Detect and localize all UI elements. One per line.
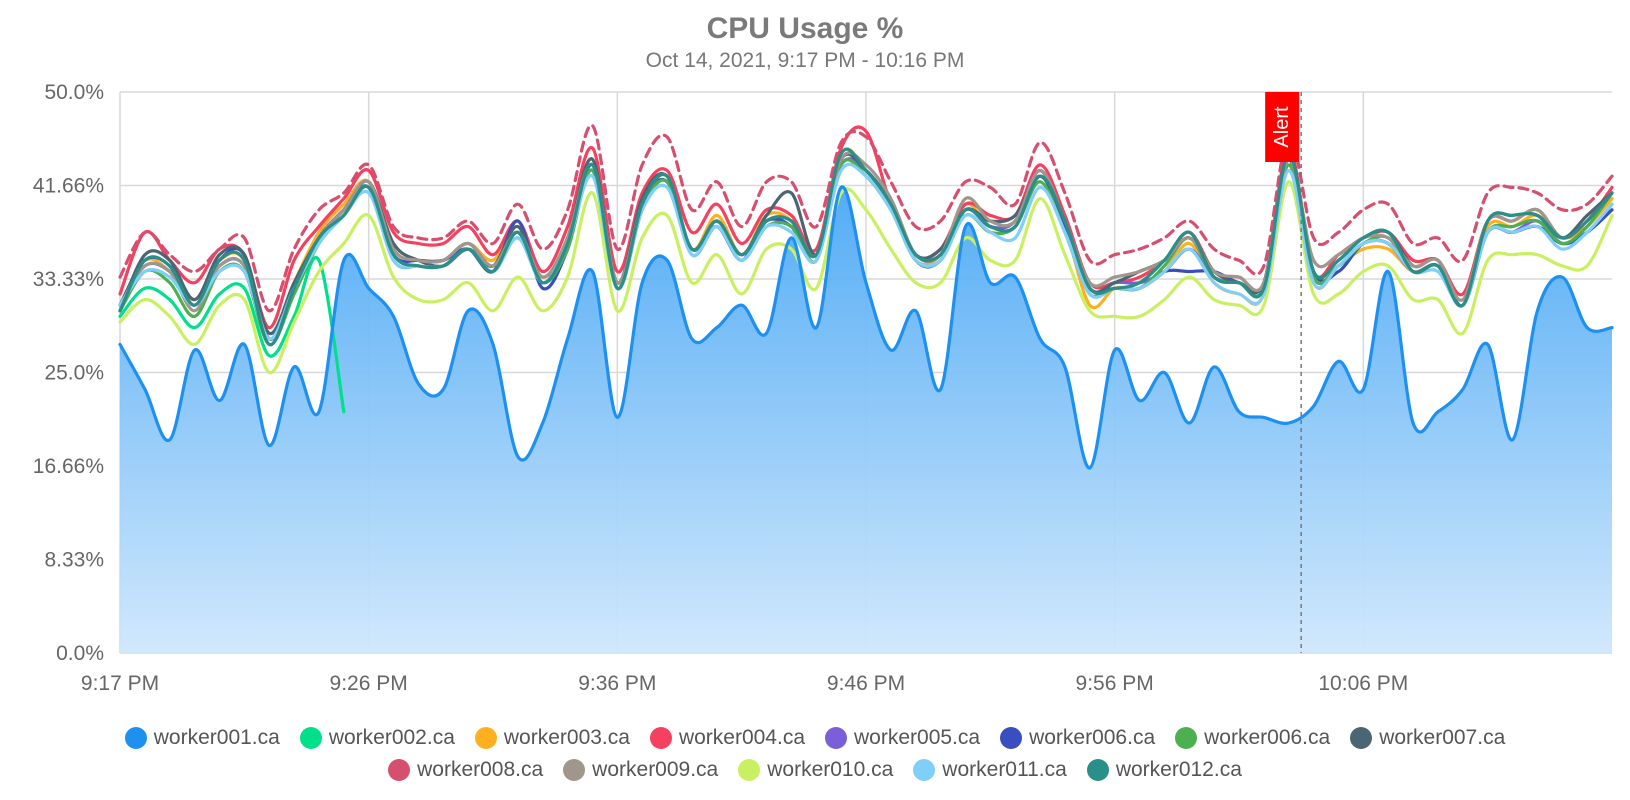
legend-label: worker003.ca [503,726,630,749]
legend-item-worker006-ca[interactable]: worker006.ca [1000,726,1155,750]
legend-label: worker005.ca [854,726,981,749]
series-line-worker002-ca[interactable] [118,255,346,414]
legend-marker [649,727,672,749]
chart-svg: CPU Usage % Oct 14, 2021, 9:17 PM - 10:1… [33,12,1614,695]
legend-marker [299,727,322,749]
legend-marker [1350,727,1373,749]
chart-legend: worker001.ca worker002.ca worker003.ca work… [0,722,1630,786]
legend-label: worker001.ca [153,726,280,749]
tick-layer: 50.0% 41.66% 33.33% 25.0% 16.66% 8.33% 0.0% 9:1… [33,81,1409,695]
annotation-layer: Alert [1265,92,1302,653]
legend-item-worker002-ca[interactable]: worker002.ca [299,726,455,750]
series-line-worker008-ca[interactable] [118,124,1614,313]
y-tick-label: 8.33% [44,549,104,572]
legend-row: worker001.ca worker002.ca worker003.ca work… [0,722,1630,754]
y-tick-label: 16.66% [33,455,104,478]
legend-marker [1000,727,1023,749]
chart-title: CPU Usage % [707,12,904,45]
legend-label: worker007.ca [1379,726,1506,749]
legend-item-worker004-ca[interactable]: worker004.ca [649,726,805,750]
legend-item-worker011-ca[interactable]: worker011.ca [913,758,1067,782]
legend-marker [1175,727,1198,749]
legend-item-worker001-ca[interactable]: worker001.ca [124,726,280,750]
legend-label: worker006.ca [1204,726,1331,749]
legend-label: worker012.ca [1115,758,1242,781]
series-line-worker011-ca[interactable] [118,162,1614,341]
legend-label: worker011.ca [942,758,1067,781]
alert-badge[interactable] [1265,92,1300,162]
legend-item-worker005-ca[interactable]: worker005.ca [825,726,980,750]
series-area-worker001-ca [120,186,1612,653]
legend-marker [913,759,936,781]
legend-row: worker008.ca worker009.ca worker010.ca work… [0,754,1630,786]
legend-item-worker009-ca[interactable]: worker009.ca [563,758,718,782]
y-tick-label: 50.0% [44,81,104,104]
legend-label: worker009.ca [592,758,719,781]
legend-item-worker012-ca[interactable]: worker012.ca [1086,758,1242,782]
x-tick-label: 9:36 PM [578,672,656,695]
x-tick-label: 9:56 PM [1076,672,1154,695]
legend-marker [388,759,411,781]
legend-item-worker006-ca[interactable]: worker006.ca [1175,726,1330,750]
legend-label: worker006.ca [1029,726,1156,749]
legend-marker [1086,759,1109,781]
legend-marker [825,727,847,749]
x-tick-label: 9:46 PM [827,672,905,695]
legend-item-worker007-ca[interactable]: worker007.ca [1350,726,1505,750]
series-line-worker010-ca[interactable] [118,180,1614,375]
legend-marker [474,727,497,749]
series-line-worker001-ca[interactable] [118,185,1614,470]
legend-item-worker003-ca[interactable]: worker003.ca [474,726,630,750]
x-tick-label: 10:06 PM [1318,672,1408,695]
legend-item-worker008-ca[interactable]: worker008.ca [388,758,543,782]
legend-label: worker008.ca [417,758,544,781]
y-tick-label: 33.33% [33,268,104,291]
y-tick-label: 41.66% [33,175,104,198]
x-tick-label: 9:26 PM [330,672,408,695]
alert-badge-label: Alert [1271,106,1293,148]
y-tick-label: 25.0% [44,362,104,385]
area-layer [120,186,1612,653]
legend-marker [563,759,586,781]
x-tick-label: 9:17 PM [81,672,159,695]
y-tick-label: 0.0% [56,642,104,665]
chart-subtitle: Oct 14, 2021, 9:17 PM - 10:16 PM [646,49,965,72]
legend-marker [124,727,147,749]
series-line-worker012-ca[interactable] [118,147,1614,347]
legend-label: worker010.ca [767,758,894,781]
legend-label: worker004.ca [678,726,805,749]
line-layer [118,124,1614,470]
legend-marker [738,759,761,781]
legend-label: worker002.ca [328,726,455,749]
legend-item-worker010-ca[interactable]: worker010.ca [738,758,893,782]
